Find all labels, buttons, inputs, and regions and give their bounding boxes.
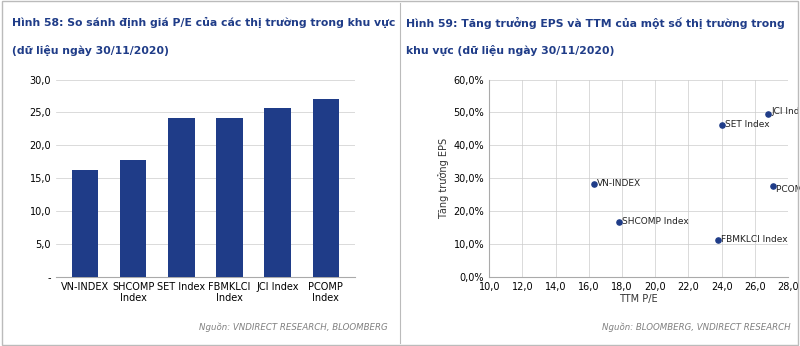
Text: (dữ liệu ngày 30/11/2020): (dữ liệu ngày 30/11/2020) [12,45,169,56]
Text: SHCOMP Index: SHCOMP Index [622,217,689,226]
Text: VN-INDEX: VN-INDEX [597,179,641,188]
Y-axis label: Tăng trưởng EPS: Tăng trưởng EPS [438,138,450,219]
Point [766,184,779,189]
Bar [313,99,339,277]
Point [612,219,625,225]
Bar [265,108,291,277]
Bar [168,118,194,277]
X-axis label: TTM P/E: TTM P/E [619,294,658,304]
Text: FBMKLCI Index: FBMKLCI Index [722,235,788,244]
Text: Nguồn: VNDIRECT RESEARCH, BLOOMBERG: Nguồn: VNDIRECT RESEARCH, BLOOMBERG [199,323,388,332]
Text: Nguồn: BLOOMBERG, VNDIRECT RESEARCH: Nguồn: BLOOMBERG, VNDIRECT RESEARCH [602,323,790,332]
Bar [216,118,242,277]
Point [715,122,728,127]
Text: JCI Index: JCI Index [771,107,800,116]
Point [712,237,725,243]
Text: khu vực (dữ liệu ngày 30/11/2020): khu vực (dữ liệu ngày 30/11/2020) [406,45,614,56]
Text: SET Index: SET Index [725,120,770,129]
Bar [120,160,146,277]
Text: Hình 59: Tăng trưởng EPS và TTM của một số thị trường trong: Hình 59: Tăng trưởng EPS và TTM của một … [406,17,785,29]
Text: Hình 58: So sánh định giá P/E của các thị trường trong khu vực: Hình 58: So sánh định giá P/E của các th… [12,17,395,28]
Point [587,181,600,186]
Bar [72,170,98,277]
Point [762,112,774,117]
Text: PCOMP Index: PCOMP Index [776,185,800,194]
